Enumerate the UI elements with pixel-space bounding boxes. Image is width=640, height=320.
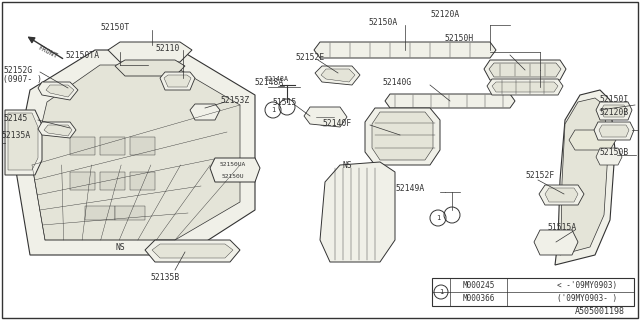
Text: 52152F: 52152F bbox=[526, 171, 556, 180]
Text: 1: 1 bbox=[436, 215, 440, 221]
Text: 52145: 52145 bbox=[3, 114, 28, 123]
Text: 52150A: 52150A bbox=[368, 18, 397, 27]
Polygon shape bbox=[38, 82, 78, 100]
Polygon shape bbox=[8, 113, 38, 170]
Polygon shape bbox=[108, 42, 192, 62]
Polygon shape bbox=[304, 107, 347, 127]
Text: M000245: M000245 bbox=[463, 281, 495, 290]
Text: 51515A: 51515A bbox=[548, 223, 577, 233]
Polygon shape bbox=[85, 206, 115, 220]
Text: 52150TA: 52150TA bbox=[65, 51, 99, 60]
Text: 52150I: 52150I bbox=[600, 94, 629, 103]
Polygon shape bbox=[372, 112, 433, 160]
Polygon shape bbox=[555, 90, 615, 265]
Polygon shape bbox=[321, 69, 355, 82]
Polygon shape bbox=[320, 162, 395, 262]
Text: < -'09MY0903): < -'09MY0903) bbox=[557, 281, 617, 290]
Polygon shape bbox=[315, 66, 360, 85]
Text: 52150H: 52150H bbox=[444, 34, 473, 43]
Polygon shape bbox=[100, 137, 125, 155]
Text: 52150UA: 52150UA bbox=[220, 162, 246, 166]
Text: NS: NS bbox=[342, 161, 352, 170]
Polygon shape bbox=[601, 105, 627, 117]
Polygon shape bbox=[545, 188, 578, 202]
Polygon shape bbox=[594, 122, 634, 140]
Polygon shape bbox=[130, 137, 155, 155]
Polygon shape bbox=[5, 110, 42, 175]
Polygon shape bbox=[539, 185, 584, 205]
Polygon shape bbox=[385, 94, 515, 108]
Polygon shape bbox=[489, 63, 561, 77]
Text: NS: NS bbox=[115, 244, 125, 252]
Text: 51515: 51515 bbox=[272, 98, 296, 107]
Text: 52150U: 52150U bbox=[221, 173, 244, 179]
Polygon shape bbox=[596, 102, 632, 120]
Text: 52140G: 52140G bbox=[382, 77, 412, 86]
Text: FRONT: FRONT bbox=[37, 44, 59, 60]
Polygon shape bbox=[314, 42, 496, 58]
Text: M000366: M000366 bbox=[463, 294, 495, 303]
Text: 52150T: 52150T bbox=[100, 22, 129, 31]
Polygon shape bbox=[70, 172, 95, 190]
Polygon shape bbox=[130, 172, 155, 190]
Text: 52148A: 52148A bbox=[265, 76, 289, 82]
Text: 52120A: 52120A bbox=[430, 10, 460, 19]
Text: 52135A: 52135A bbox=[1, 131, 30, 140]
Text: ('09MY0903- ): ('09MY0903- ) bbox=[557, 294, 617, 303]
Text: 52110: 52110 bbox=[155, 44, 179, 52]
Polygon shape bbox=[152, 244, 233, 258]
Text: 52148A: 52148A bbox=[254, 77, 284, 86]
Polygon shape bbox=[164, 75, 191, 87]
Polygon shape bbox=[596, 148, 622, 165]
Polygon shape bbox=[70, 137, 95, 155]
Polygon shape bbox=[46, 85, 74, 97]
Polygon shape bbox=[599, 125, 629, 137]
Polygon shape bbox=[492, 82, 558, 92]
Text: A505001198: A505001198 bbox=[575, 308, 625, 316]
Polygon shape bbox=[560, 98, 608, 255]
Polygon shape bbox=[115, 60, 185, 76]
Text: 52120B: 52120B bbox=[600, 108, 629, 116]
Polygon shape bbox=[44, 125, 72, 136]
Text: 52152G: 52152G bbox=[3, 66, 32, 75]
Text: 1: 1 bbox=[439, 289, 443, 295]
Text: 52153Z: 52153Z bbox=[220, 95, 249, 105]
Polygon shape bbox=[487, 79, 563, 95]
Polygon shape bbox=[15, 50, 255, 255]
Polygon shape bbox=[569, 130, 616, 150]
Text: 52140F: 52140F bbox=[322, 118, 351, 127]
Polygon shape bbox=[190, 104, 220, 120]
Polygon shape bbox=[484, 60, 566, 80]
Polygon shape bbox=[145, 240, 240, 262]
Polygon shape bbox=[115, 206, 145, 220]
Polygon shape bbox=[534, 230, 578, 255]
Text: 1: 1 bbox=[271, 107, 275, 113]
Polygon shape bbox=[32, 65, 240, 240]
Text: (0907- ): (0907- ) bbox=[3, 75, 42, 84]
Polygon shape bbox=[38, 122, 76, 138]
Polygon shape bbox=[160, 72, 195, 90]
Polygon shape bbox=[365, 108, 440, 165]
Polygon shape bbox=[210, 158, 260, 182]
Text: 52135B: 52135B bbox=[150, 273, 179, 282]
Text: 52149A: 52149A bbox=[395, 183, 424, 193]
Polygon shape bbox=[100, 172, 125, 190]
Text: 52150B: 52150B bbox=[600, 148, 629, 156]
Bar bbox=[432, 278, 634, 306]
Text: 52152E: 52152E bbox=[295, 52, 324, 61]
